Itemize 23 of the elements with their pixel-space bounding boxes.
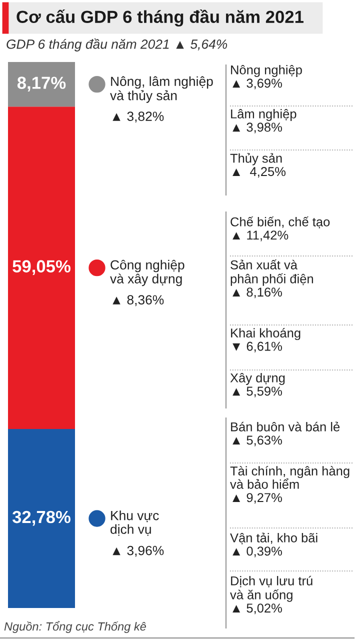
data-label: 59,05%	[12, 260, 70, 275]
text: Nguồn: Tổng cục Thống kê	[4, 621, 146, 633]
text: Xây dựng ▲ 5,59%	[230, 373, 285, 398]
text: ▲ 3,96%	[112, 546, 164, 557]
text: Lâm nghiệp ▲ 3,98%	[231, 109, 296, 134]
text: Nông nghiệp ▲ 3,69%	[231, 65, 302, 90]
text: Vận tải, kho bãi ▲ 0,39%	[230, 532, 318, 558]
text: Thủy sản ▲ 4,25%	[230, 153, 286, 178]
text: Sản xuất và phân phối điện ▲ 8,16%	[230, 259, 314, 298]
text: Dịch vụ lưu trú và ăn uống ▲ 5,02%	[230, 576, 312, 614]
text: Chế biến, chế tạo ▲ 11,42%	[230, 216, 330, 242]
legend-label: Công nghiệp và xây dựng	[110, 260, 184, 286]
data-label: 8,17%	[17, 76, 66, 92]
legend-label: Khu vực dịch vụ	[110, 510, 159, 536]
text: ▲ 8,36%	[112, 295, 164, 306]
text: Cơ cấu GDP 6 tháng đầu năm 2021	[16, 9, 304, 27]
text: ▲ 3,82%	[112, 112, 164, 123]
text: GDP 6 tháng đầu năm 2021 ▲ 5,64%	[6, 38, 228, 52]
data-label: 32,78%	[12, 510, 70, 526]
text: Bán buôn và bán lẻ ▲ 5,63%	[231, 422, 340, 446]
text: Khai khoáng ▼ 6,61%	[231, 328, 300, 352]
legend-label: Nông, lâm nghiệp và thủy sản	[110, 76, 213, 103]
text: Tài chính, ngân hàng và bảo hiểm ▲ 9,27%	[230, 466, 350, 504]
